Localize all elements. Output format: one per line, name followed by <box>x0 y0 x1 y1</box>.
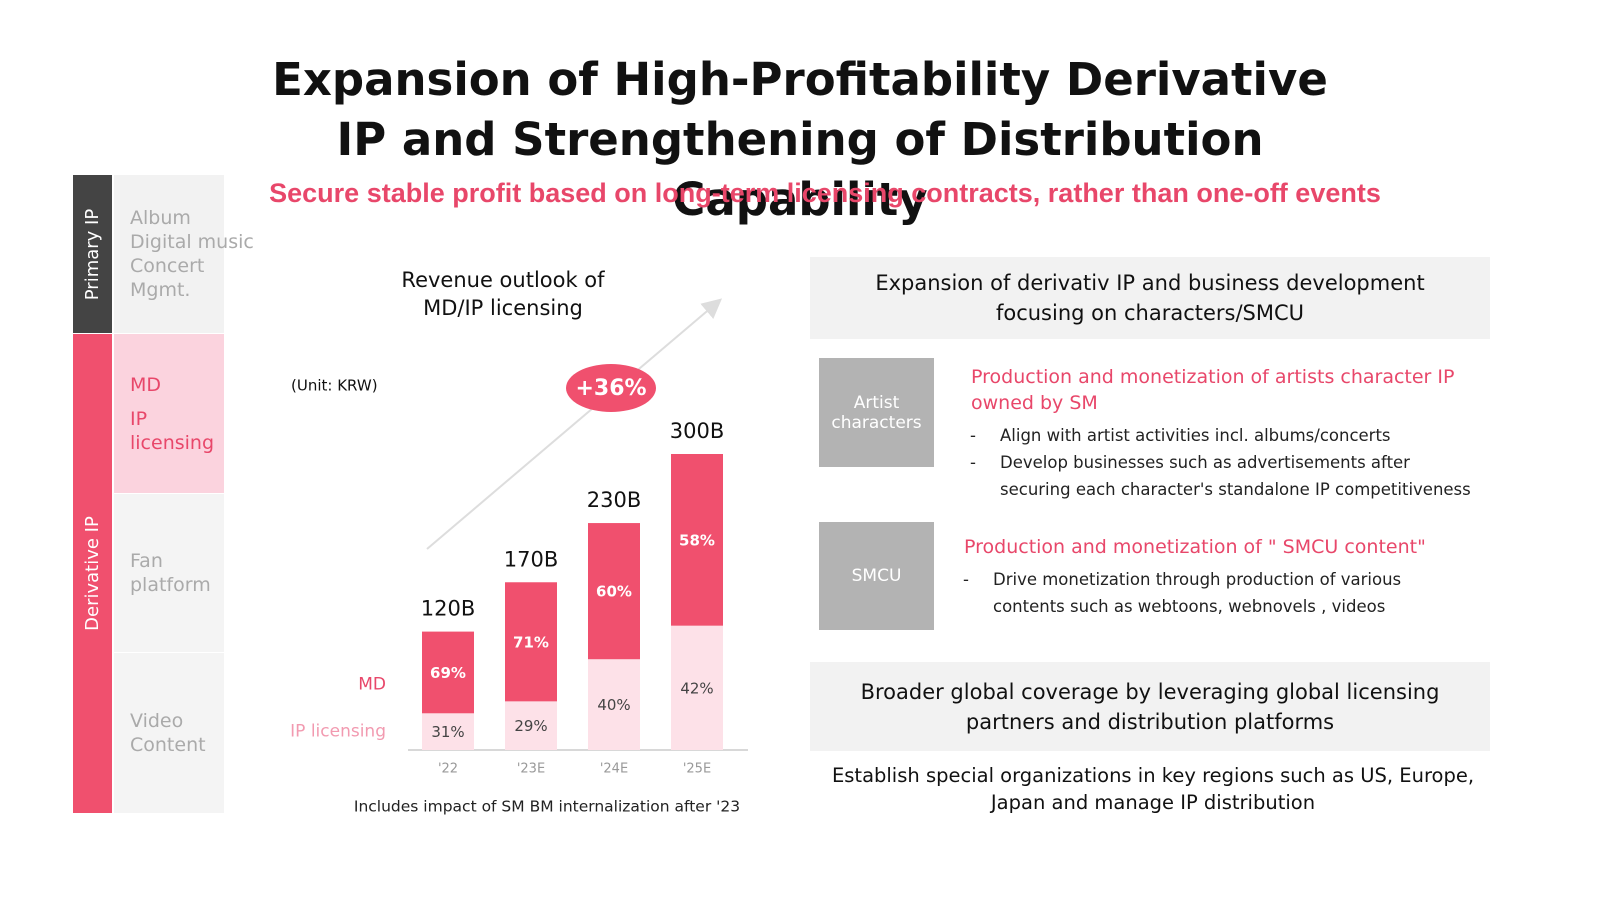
chart-title: Revenue outlook of MD/IP licensing <box>401 268 605 320</box>
bar-segment <box>422 631 474 714</box>
item: Production and monetization of artists c… <box>962 364 1482 503</box>
primary-box: Album Digital music Concert Mgmt. <box>114 175 254 333</box>
derivative-box: Fan platform <box>114 494 224 652</box>
legend-label: IP licensing <box>290 722 386 742</box>
bar-segment <box>671 625 723 750</box>
panel-header: Expansion of derivativ IP and business d… <box>810 257 1490 339</box>
item-tag: SMCU <box>819 522 934 630</box>
bar-segment <box>505 582 557 702</box>
bullet: Develop businesses such as advertisement… <box>962 449 1482 503</box>
sidebar-item: Fan platform <box>130 550 211 596</box>
bar-segment <box>505 701 557 750</box>
legend-label: MD <box>358 674 386 694</box>
item-heading: Production and monetization of " SMCU co… <box>964 536 1426 558</box>
value-label: 42% <box>680 679 713 697</box>
derivative-box: Video Content <box>114 653 224 813</box>
total-label: 300B <box>670 419 725 443</box>
sidebar-item: Mgmt. <box>130 279 191 301</box>
value-label: 69% <box>430 664 466 682</box>
bar-segment <box>671 454 723 626</box>
total-label: 230B <box>587 488 642 512</box>
sidebar-item: MD <box>130 373 162 396</box>
primary-text: Primary IP <box>82 208 104 300</box>
sidebar-item: IP licensing <box>130 407 215 454</box>
subtitle: Secure stable profit based on long-term … <box>269 178 1381 208</box>
total-label: 120B <box>421 597 476 621</box>
value-label: 40% <box>597 696 630 714</box>
total-label: 170B <box>504 547 559 571</box>
footnote: Includes impact of SM BM internalization… <box>354 798 740 816</box>
bar-segment <box>588 659 640 750</box>
bullet: Align with artist activities incl. album… <box>962 422 1482 449</box>
value-label: 60% <box>596 583 632 601</box>
growth-label: +36% <box>575 376 646 401</box>
bullet: Drive monetization through production of… <box>955 566 1475 620</box>
value-label: 58% <box>679 531 715 549</box>
x-tick-label: '24E <box>600 762 628 777</box>
derivative-box: MD IP licensing <box>114 334 224 493</box>
value-label: 71% <box>513 633 549 651</box>
x-tick-label: '23E <box>517 762 545 777</box>
sidebar-item: Video Content <box>130 710 206 756</box>
item: Production and monetization of " SMCU co… <box>955 534 1475 620</box>
x-tick-label: '22 <box>438 762 458 777</box>
coverage: Broader global coverage by leveraging gl… <box>810 662 1490 751</box>
item-tag: Artist characters <box>819 358 934 467</box>
x-tick-label: '25E <box>683 762 711 777</box>
bar-segment <box>588 523 640 660</box>
derivative-label: Derivative IP <box>73 334 112 813</box>
item-heading: Production and monetization of artists c… <box>971 366 1455 414</box>
value-label: 29% <box>514 717 547 735</box>
value-label: 31% <box>431 723 464 741</box>
sidebar-item: Concert <box>130 255 205 277</box>
trend-arrow <box>426 298 723 550</box>
organization: Establish special organizations in key r… <box>831 764 1475 814</box>
growth-badge <box>566 364 656 412</box>
derivative-text: Derivative IP <box>82 516 104 631</box>
sidebar-item: Album <box>130 207 191 229</box>
sidebar-item: Digital music <box>130 231 254 253</box>
primary-label: Primary IP <box>73 175 112 333</box>
bar-segment <box>422 713 474 750</box>
unit: (Unit: KRW) <box>291 377 378 395</box>
title: Expansion of High-Profitability Derivati… <box>272 53 1328 226</box>
